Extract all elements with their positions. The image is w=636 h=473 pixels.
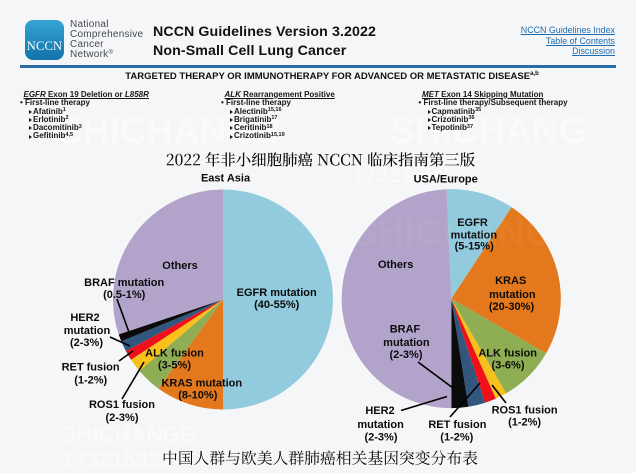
svg-text:(2-3%): (2-3%) — [70, 337, 103, 349]
svg-text:(8-10%): (8-10%) — [178, 390, 217, 402]
svg-text:KRAS mutation: KRAS mutation — [161, 378, 242, 390]
svg-text:mutation: mutation — [64, 325, 111, 337]
svg-text:mutation: mutation — [489, 289, 536, 301]
svg-text:East Asia: East Asia — [201, 173, 251, 185]
svg-text:HER2: HER2 — [70, 312, 99, 324]
svg-text:USA/Europe: USA/Europe — [414, 174, 478, 186]
svg-text:KRAS: KRAS — [495, 275, 526, 287]
svg-text:(2-3%): (2-3%) — [105, 412, 138, 424]
svg-text:BRAF: BRAF — [390, 324, 421, 336]
svg-text:(40-55%): (40-55%) — [254, 299, 300, 311]
svg-text:mutation: mutation — [383, 337, 430, 349]
svg-text:(1-2%): (1-2%) — [440, 432, 473, 444]
svg-text:EGFR: EGFR — [457, 217, 488, 229]
svg-text:RET fusion: RET fusion — [62, 362, 120, 374]
svg-text:mutation: mutation — [357, 419, 404, 431]
svg-text:(1-2%): (1-2%) — [74, 375, 107, 387]
svg-text:(3-6%): (3-6%) — [491, 360, 524, 372]
svg-text:(2-3%): (2-3%) — [389, 349, 422, 361]
svg-text:EGFR mutation: EGFR mutation — [237, 287, 317, 299]
svg-text:(5-15%): (5-15%) — [455, 241, 494, 253]
svg-text:(0.5-1%): (0.5-1%) — [103, 289, 146, 301]
svg-text:mutation: mutation — [451, 230, 498, 242]
svg-text:BRAF mutation: BRAF mutation — [84, 277, 164, 289]
svg-text:ROS1 fusion: ROS1 fusion — [492, 405, 558, 417]
svg-text:ALK fusion: ALK fusion — [145, 348, 204, 360]
svg-text:(3-5%): (3-5%) — [158, 360, 191, 372]
svg-text:Others: Others — [378, 259, 413, 271]
svg-text:(1-2%): (1-2%) — [508, 417, 541, 429]
svg-text:(20-30%): (20-30%) — [489, 301, 535, 313]
svg-text:Others: Others — [162, 260, 197, 272]
svg-text:HER2: HER2 — [365, 405, 394, 417]
svg-text:ALK fusion: ALK fusion — [478, 348, 537, 360]
svg-text:ROS1 fusion: ROS1 fusion — [89, 399, 155, 411]
svg-text:(2-3%): (2-3%) — [364, 432, 397, 444]
svg-text:RET fusion: RET fusion — [428, 419, 486, 431]
